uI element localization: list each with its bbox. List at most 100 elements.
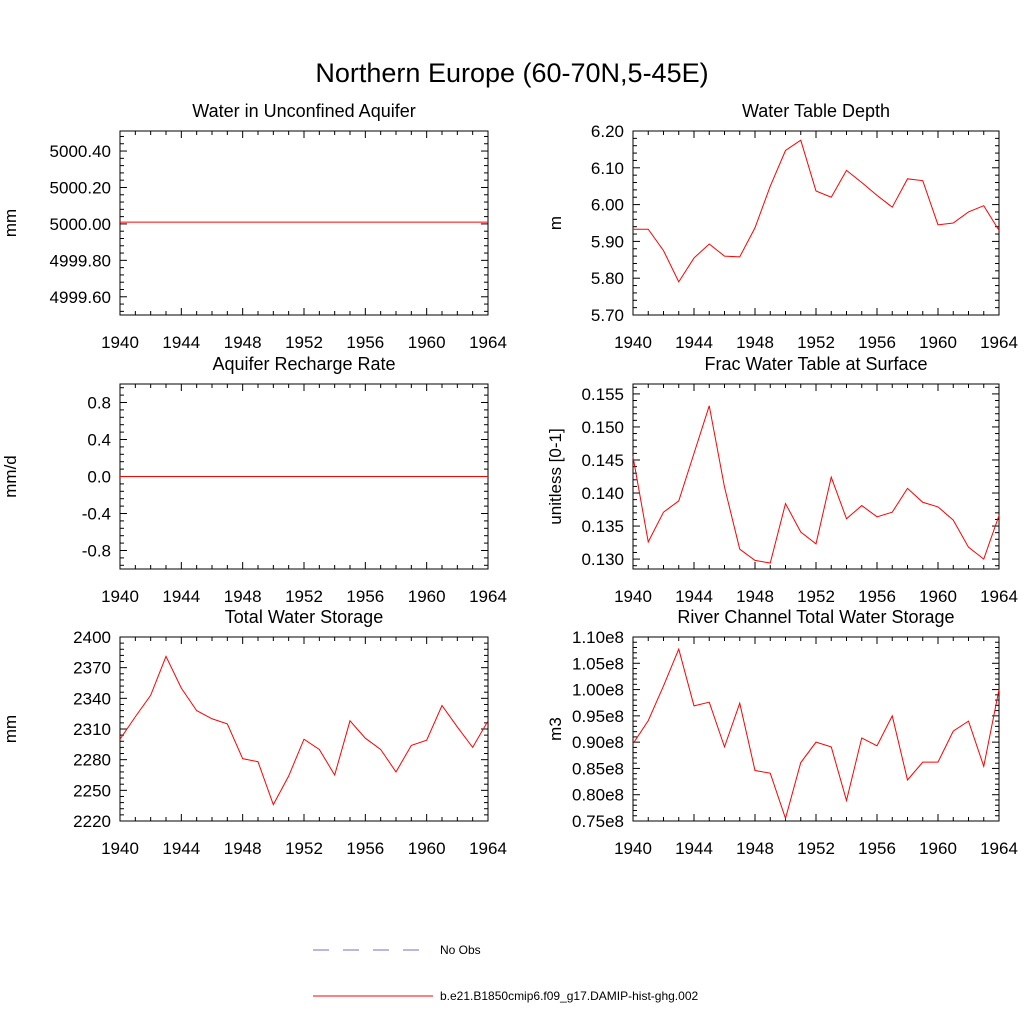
- y-tick-label: 0.155: [581, 385, 624, 404]
- y-tick-label: 0.130: [581, 550, 624, 569]
- y-tick-label: 2220: [73, 812, 111, 831]
- panel-title: Water Table Depth: [742, 101, 890, 121]
- x-tick-label: 1944: [162, 839, 200, 858]
- panel-4: Frac Water Table at Surface unitless [0-1…: [546, 354, 1018, 606]
- panel-title: Aquifer Recharge Rate: [212, 354, 395, 374]
- x-tick-label: 1940: [614, 587, 652, 606]
- panel-1: Water in Unconfined Aquifer mm 1940 1944 194…: [1, 101, 507, 352]
- y-axis-label: mm: [1, 209, 20, 237]
- x-tick-label: 1948: [736, 333, 774, 352]
- legend: No Obs b.e21.B1850cmip6.f09_g17.DAMIP-hi…: [313, 943, 698, 1003]
- x-tick-label: 1964: [469, 587, 507, 606]
- x-tick-label: 1964: [469, 839, 507, 858]
- x-tick-label: 1960: [919, 839, 957, 858]
- y-tick-label: 1.00e8: [572, 681, 624, 700]
- series-line: [632, 405, 1000, 564]
- y-tick-label: 5.80: [591, 269, 624, 288]
- x-tick-label: 1960: [408, 839, 446, 858]
- y-axis-label: m3: [546, 717, 565, 741]
- y-tick-label: 0.135: [581, 517, 624, 536]
- y-tick-label: 0.140: [581, 484, 624, 503]
- figure-title: Northern Europe (60-70N,5-45E): [315, 58, 708, 88]
- x-tick-label: 1948: [224, 839, 262, 858]
- x-tick-label: 1964: [980, 587, 1018, 606]
- x-tick-label: 1940: [614, 839, 652, 858]
- x-tick-label: 1948: [224, 333, 262, 352]
- panel-title: Water in Unconfined Aquifer: [192, 101, 415, 121]
- x-tick-label: 1948: [736, 587, 774, 606]
- y-axis-label: mm: [1, 715, 20, 743]
- panels-group: Water in Unconfined Aquifer mm 1940 1944 194…: [1, 101, 1018, 858]
- x-tick-label: 1952: [285, 839, 323, 858]
- x-tick-label: 1948: [224, 587, 262, 606]
- y-tick-label: 0.75e8: [572, 812, 624, 831]
- y-tick-label: 2340: [73, 689, 111, 708]
- x-tick-label: 1940: [101, 839, 139, 858]
- panel-2: Water Table Depth m 1940 1944 1948 1952 1956 19…: [546, 101, 1018, 352]
- panel-3: Aquifer Recharge Rate mm/d 1940 1944 1948 195…: [1, 354, 507, 606]
- plot-frame: [632, 130, 1000, 316]
- y-tick-label: 0.0: [87, 468, 111, 487]
- y-tick-label: 0.85e8: [572, 759, 624, 778]
- series-line: [119, 655, 489, 806]
- x-tick-label: 1944: [675, 839, 713, 858]
- legend-label-model: b.e21.B1850cmip6.f09_g17.DAMIP-hist-ghg.…: [440, 989, 698, 1003]
- y-tick-label: 2400: [73, 628, 111, 647]
- x-tick-label: 1944: [162, 587, 200, 606]
- x-tick-label: 1948: [736, 839, 774, 858]
- panel-title: Frac Water Table at Surface: [704, 354, 927, 374]
- x-tick-label: 1956: [346, 587, 384, 606]
- x-tick-label: 1940: [101, 333, 139, 352]
- y-tick-label: 2280: [73, 751, 111, 770]
- y-tick-label: 6.10: [591, 159, 624, 178]
- y-tick-label: -0.4: [82, 505, 111, 524]
- y-axis-label: m: [546, 216, 565, 230]
- plot-frame: [119, 636, 489, 822]
- y-tick-label: 5000.40: [50, 142, 111, 161]
- x-tick-label: 1964: [469, 333, 507, 352]
- panel-title: River Channel Total Water Storage: [677, 607, 954, 627]
- x-tick-label: 1952: [285, 333, 323, 352]
- y-tick-label: 0.95e8: [572, 707, 624, 726]
- panel-6: River Channel Total Water Storage m3 1940 1…: [546, 607, 1018, 858]
- x-tick-label: 1952: [797, 839, 835, 858]
- y-tick-label: 0.4: [87, 431, 111, 450]
- x-tick-label: 1952: [797, 587, 835, 606]
- y-axis-label: unitless [0-1]: [546, 428, 565, 524]
- x-tick-label: 1940: [101, 587, 139, 606]
- x-tick-label: 1956: [858, 333, 896, 352]
- x-tick-label: 1944: [675, 333, 713, 352]
- plot-frame: [632, 383, 1000, 570]
- y-tick-label: 4999.60: [50, 288, 111, 307]
- x-tick-label: 1956: [346, 333, 384, 352]
- y-tick-label: 5000.20: [50, 178, 111, 197]
- y-tick-label: 0.150: [581, 418, 624, 437]
- y-tick-label: 5.70: [591, 306, 624, 325]
- y-tick-label: 4999.80: [50, 251, 111, 270]
- y-tick-label: 6.00: [591, 196, 624, 215]
- y-tick-label: 0.90e8: [572, 733, 624, 752]
- x-tick-label: 1944: [675, 587, 713, 606]
- x-tick-label: 1964: [980, 839, 1018, 858]
- panel-5: Total Water Storage mm 1940 1944 1948 1952 195…: [1, 607, 507, 858]
- plot-frame: [632, 636, 1000, 822]
- x-tick-label: 1964: [980, 333, 1018, 352]
- panel-title: Total Water Storage: [225, 607, 383, 627]
- y-tick-label: 5000.00: [50, 215, 111, 234]
- plot-frame: [119, 130, 489, 316]
- y-tick-label: 2310: [73, 720, 111, 739]
- x-tick-label: 1960: [919, 587, 957, 606]
- series-line: [632, 647, 1000, 821]
- x-tick-label: 1952: [797, 333, 835, 352]
- x-tick-label: 1956: [858, 587, 896, 606]
- legend-label-no-obs: No Obs: [440, 943, 481, 957]
- y-tick-label: 0.8: [87, 394, 111, 413]
- x-tick-label: 1960: [919, 333, 957, 352]
- x-tick-label: 1944: [162, 333, 200, 352]
- y-tick-label: -0.8: [82, 542, 111, 561]
- y-axis-label: mm/d: [1, 455, 20, 498]
- x-tick-label: 1940: [614, 333, 652, 352]
- y-tick-label: 1.05e8: [572, 654, 624, 673]
- y-tick-label: 0.80e8: [572, 786, 624, 805]
